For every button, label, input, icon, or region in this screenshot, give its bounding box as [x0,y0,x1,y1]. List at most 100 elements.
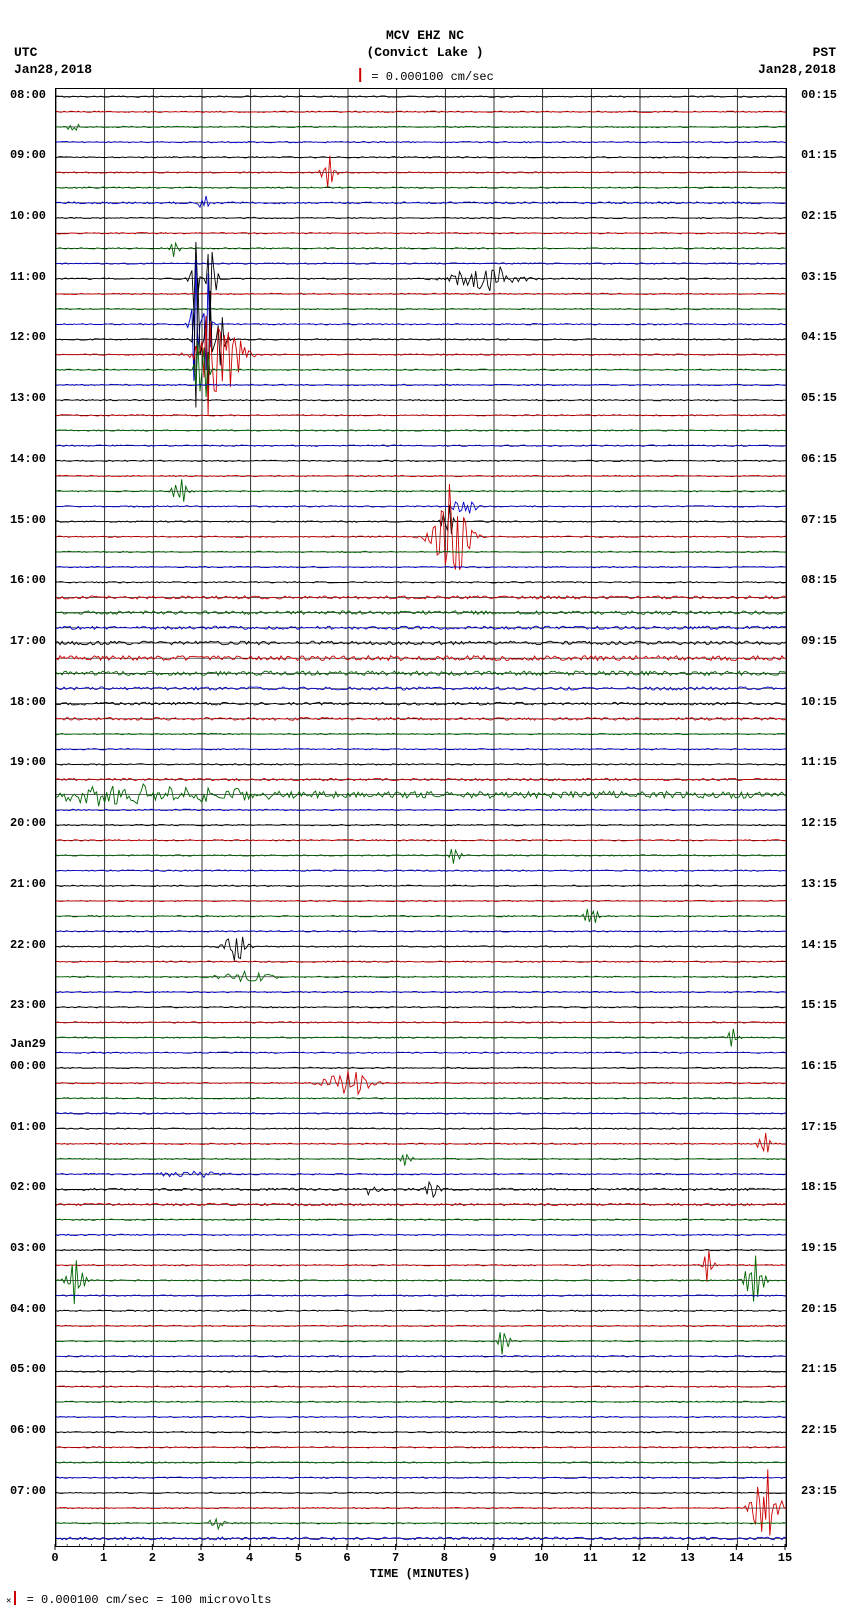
time-tick-label: 14:00 [10,452,46,466]
trace-row [56,141,786,142]
footer-text: = 0.000100 cm/sec = 100 microvolts [27,1593,272,1607]
trace-row [56,278,786,407]
trace-row [56,263,786,264]
trace-row [56,1519,786,1529]
time-tick-label: 12:00 [10,330,46,344]
trace-row [56,156,786,188]
left-time-axis: 08:0009:0010:0011:0012:0013:0014:0015:00… [0,88,52,1545]
time-tick-label: 01:15 [801,148,837,162]
time-tick-label: 21:15 [801,1362,837,1376]
trace-row [56,1022,786,1023]
scale-bar-icon [14,1591,16,1605]
trace-row [56,157,786,158]
trace-row [56,749,786,750]
time-tick-label: 08:15 [801,573,837,587]
time-tick-label: 06:15 [801,452,837,466]
trace-row [56,1325,786,1326]
station-code: MCV EHZ NC [0,28,850,45]
scale-text: = 0.000100 cm/sec [371,70,493,84]
time-tick-label: 05:00 [10,1362,46,1376]
trace-row [56,764,786,765]
time-tick-label: Jan29 [10,1037,46,1051]
trace-row [56,784,786,806]
time-tick-label: 17:15 [801,1120,837,1134]
trace-row [56,1371,786,1372]
trace-row [56,1071,786,1095]
time-tick-label: 18:00 [10,695,46,709]
time-tick-label: 07:00 [10,1484,46,1498]
trace-row [56,217,786,218]
time-tick-label: 19:00 [10,755,46,769]
trace-row [56,849,786,864]
time-tick-label: 16:15 [801,1059,837,1073]
trace-row [56,1256,786,1305]
trace-row [56,1067,786,1068]
trace-row [56,1416,786,1417]
x-axis: TIME (MINUTES) 0123456789101112131415 [55,1545,785,1595]
scale-indicator: = 0.000100 cm/sec [356,68,494,84]
trace-row [56,196,786,207]
trace-row [56,502,786,513]
trace-row [56,1133,786,1152]
time-tick-label: 11:00 [10,270,46,284]
time-tick-label: 06:00 [10,1423,46,1437]
time-tick-label: 13:15 [801,877,837,891]
time-tick-label: 18:15 [801,1180,837,1194]
trace-row [56,242,786,322]
time-tick-label: 17:00 [10,634,46,648]
time-tick-label: 02:15 [801,209,837,223]
trace-row [56,566,786,567]
tz-left-date: Jan28,2018 [14,62,92,79]
time-tick-label: 08:00 [10,88,46,102]
time-tick-label: 11:15 [801,755,837,769]
trace-row [56,937,786,961]
scale-bar-icon [359,68,361,82]
trace-row [56,1469,786,1535]
station-location: (Convict Lake ) [0,45,850,62]
time-tick-label: 22:15 [801,1423,837,1437]
time-tick-label: 12:15 [801,816,837,830]
time-tick-label: 13:00 [10,391,46,405]
trace-row [56,1332,786,1354]
trace-row [56,484,786,570]
time-tick-label: 22:00 [10,938,46,952]
time-tick-label: 09:00 [10,148,46,162]
time-tick-label: 00:15 [801,88,837,102]
time-tick-label: 00:00 [10,1059,46,1073]
trace-row [56,991,786,992]
footer-scale: ✕ = 0.000100 cm/sec = 100 microvolts [6,1591,271,1607]
time-tick-label: 04:00 [10,1302,46,1316]
time-tick-label: 07:15 [801,513,837,527]
tz-right-date: Jan28,2018 [758,62,836,79]
time-tick-label: 23:00 [10,998,46,1012]
time-tick-label: 15:15 [801,998,837,1012]
trace-row [56,971,786,981]
trace-row [56,1251,786,1282]
time-tick-label: 10:00 [10,209,46,223]
right-time-axis: 00:15 01:15 02:15 03:15 04:15 05:15 06:15 07:15… [795,88,850,1545]
time-tick-label: 09:15 [801,634,837,648]
seismogram-plot [55,88,787,1547]
time-tick-label: 02:00 [10,1180,46,1194]
trace-row [56,505,786,534]
time-tick-label: 19:15 [801,1241,837,1255]
time-tick-label: 16:00 [10,573,46,587]
trace-row [56,96,786,97]
trace-row [56,1155,786,1166]
trace-row [56,243,786,257]
time-tick-label: 10:15 [801,695,837,709]
trace-row [56,1356,786,1357]
seismogram-container: UTC Jan28,2018 PST Jan28,2018 MCV EHZ NC… [0,0,850,1613]
trace-row [56,1128,786,1129]
trace-row [56,384,786,385]
header-block: MCV EHZ NC (Convict Lake ) [0,28,850,62]
trace-row [56,582,786,583]
time-tick-label: 21:00 [10,877,46,891]
time-tick-label: 03:15 [801,270,837,284]
trace-row [56,1447,786,1448]
time-tick-label: 20:00 [10,816,46,830]
time-tick-label: 14:15 [801,938,837,952]
time-tick-label: 04:15 [801,330,837,344]
time-tick-label: 05:15 [801,391,837,405]
trace-row [56,1029,786,1047]
